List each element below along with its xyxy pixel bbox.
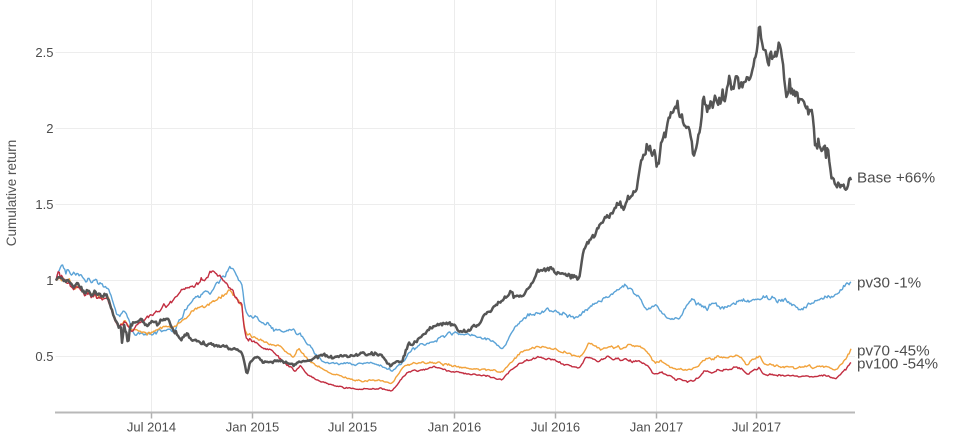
svg-text:Jan 2017: Jan 2017 (630, 420, 684, 435)
svg-text:pv100 -54%: pv100 -54% (857, 356, 938, 373)
svg-text:Jul 2017: Jul 2017 (732, 420, 781, 435)
svg-text:0.5: 0.5 (35, 349, 53, 364)
svg-text:Jul 2015: Jul 2015 (328, 420, 377, 435)
svg-text:1: 1 (46, 273, 53, 288)
svg-text:2: 2 (46, 121, 53, 136)
svg-text:Jan 2015: Jan 2015 (226, 420, 280, 435)
svg-text:pv30 -1%: pv30 -1% (857, 275, 921, 292)
svg-text:Base +66%: Base +66% (857, 170, 935, 187)
svg-text:Jan 2016: Jan 2016 (428, 420, 482, 435)
svg-text:2.5: 2.5 (35, 45, 53, 60)
svg-text:pv70 -45%: pv70 -45% (857, 343, 930, 360)
svg-text:Jul 2014: Jul 2014 (127, 420, 176, 435)
svg-text:1.5: 1.5 (35, 197, 53, 212)
svg-text:Jul 2016: Jul 2016 (531, 420, 580, 435)
svg-text:Cumulative return: Cumulative return (4, 140, 19, 247)
